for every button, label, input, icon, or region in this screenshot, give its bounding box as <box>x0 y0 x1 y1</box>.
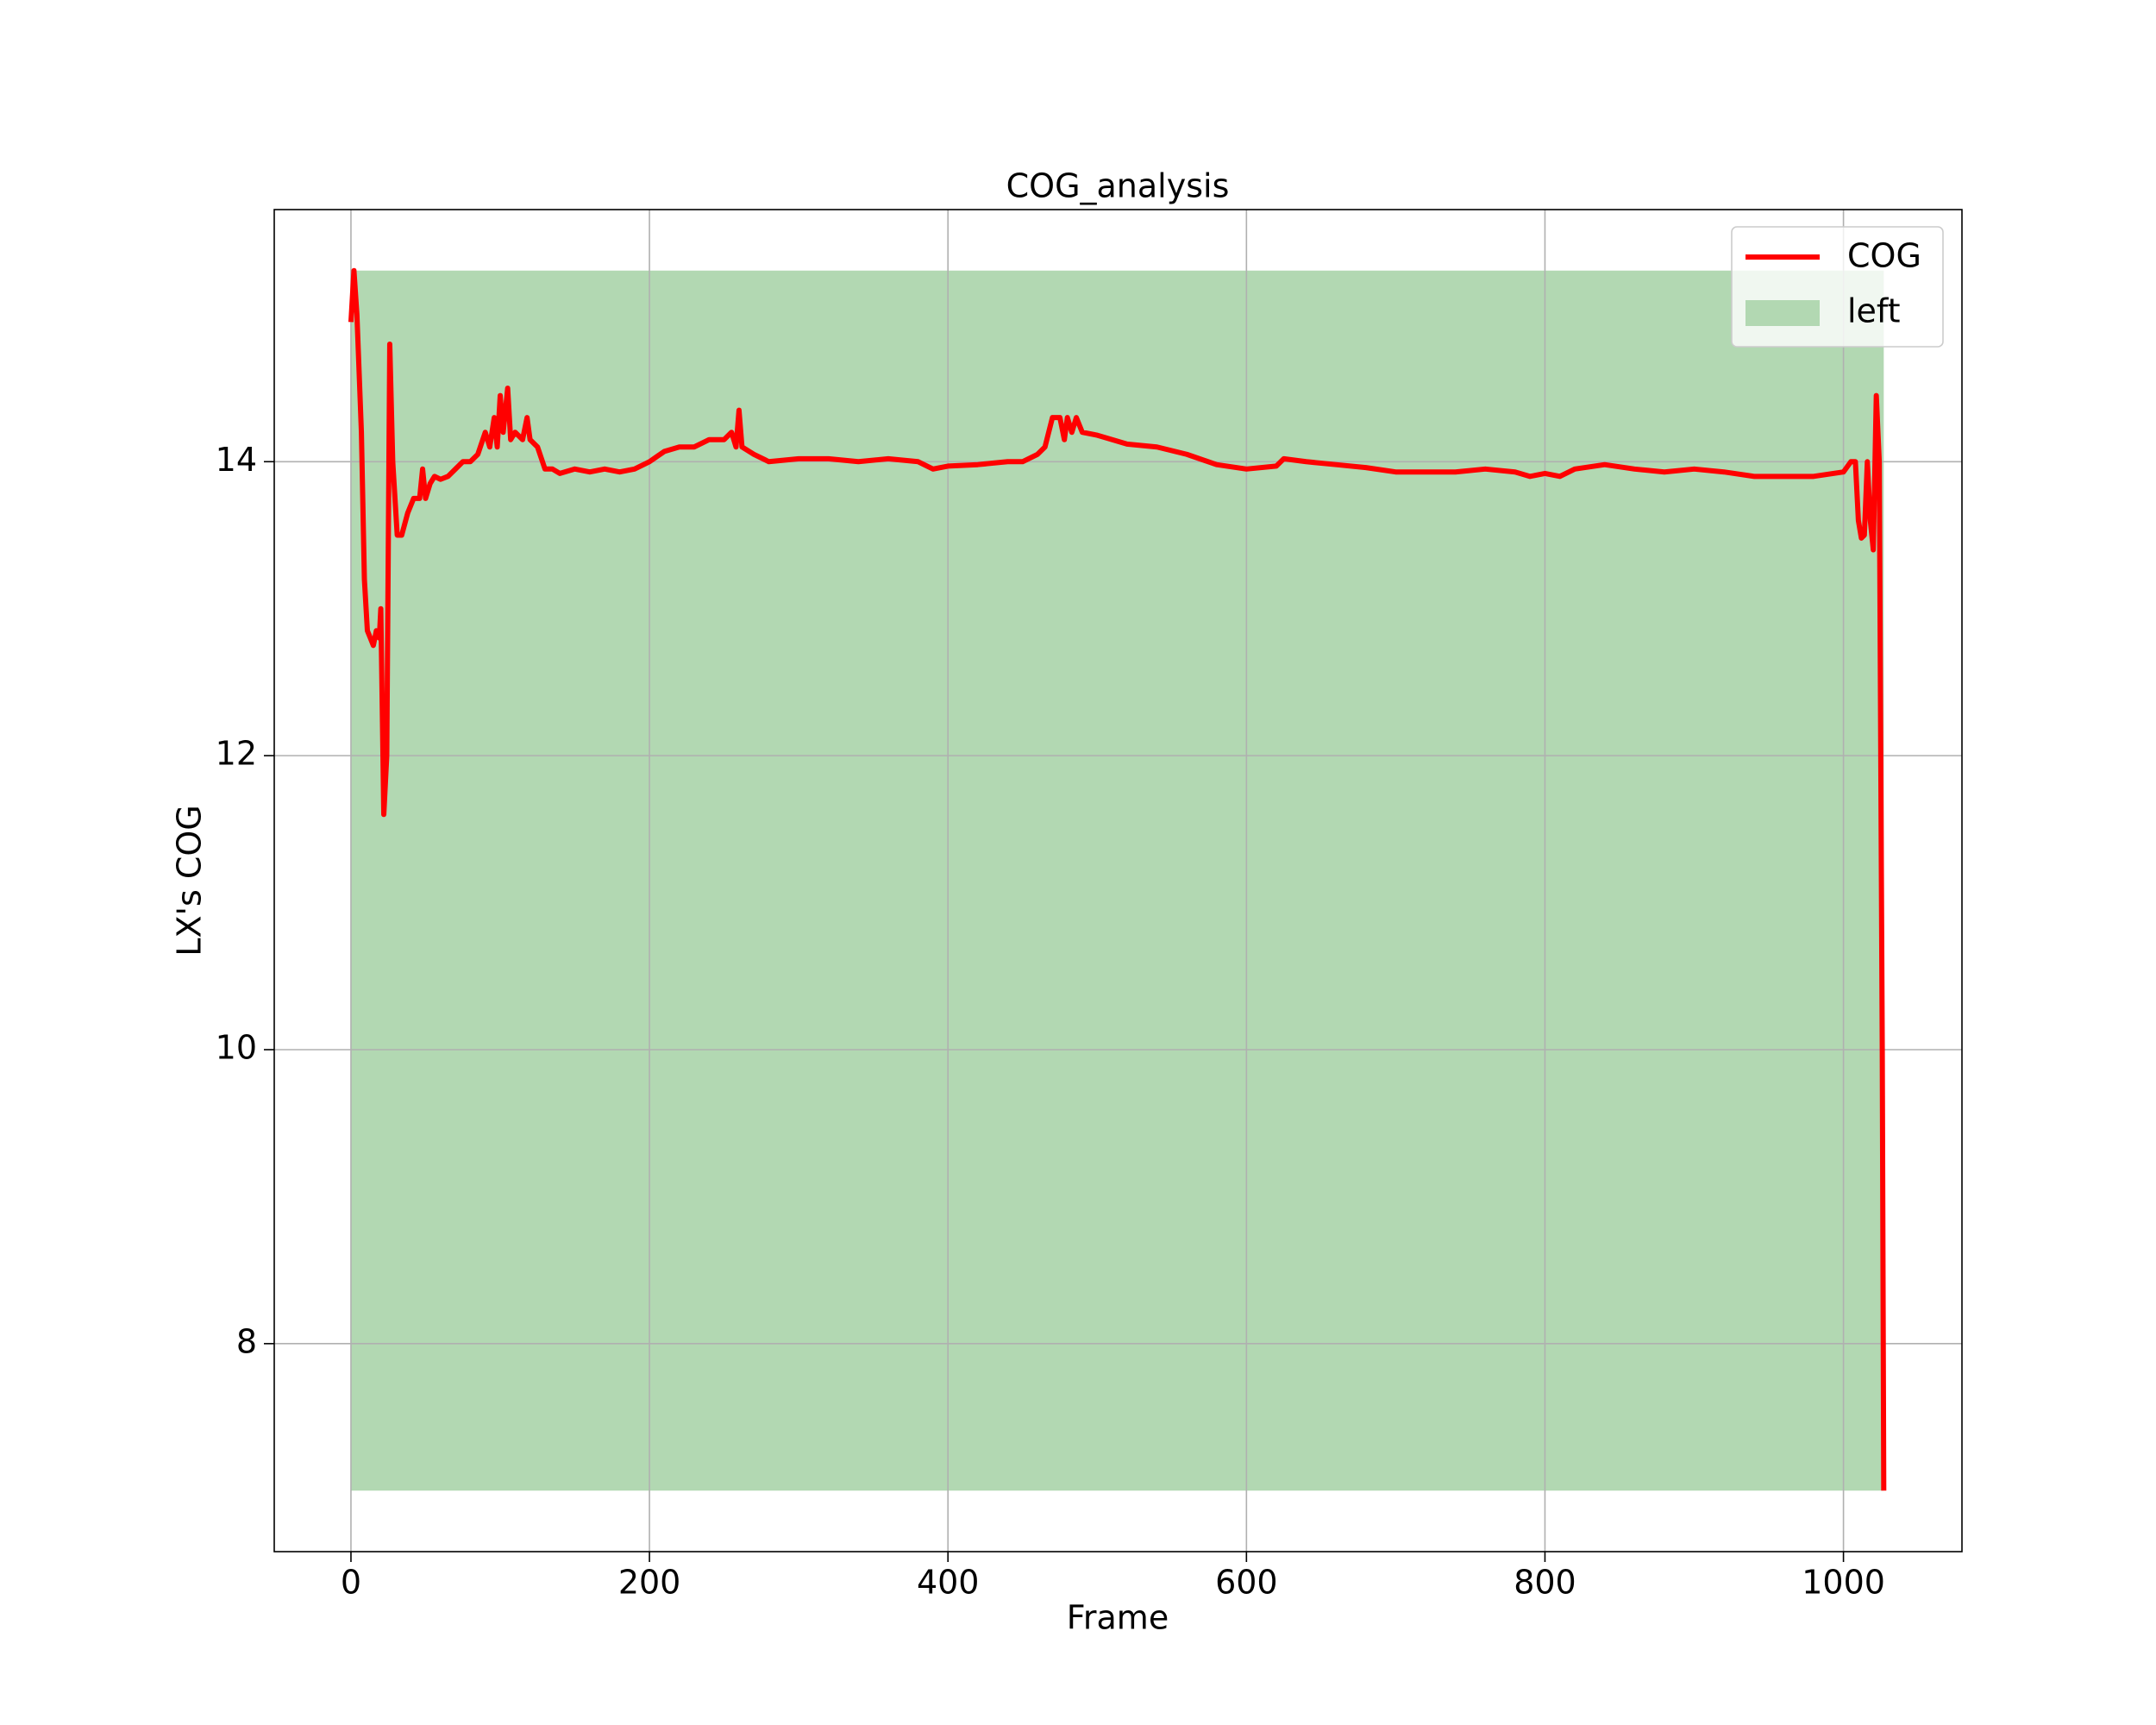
y-tick-label: 12 <box>216 735 257 773</box>
y-tick-label: 10 <box>216 1028 257 1066</box>
legend-label: left <box>1847 292 1901 330</box>
y-tick-label: 8 <box>236 1322 257 1360</box>
legend-label: COG <box>1847 237 1921 275</box>
x-axis-label: Frame <box>1067 1599 1169 1637</box>
x-tick-label: 200 <box>618 1564 681 1602</box>
line <box>348 267 1887 1491</box>
plot-frame <box>273 209 1963 1552</box>
y-axis-label: LX's COG <box>171 805 209 956</box>
chart-title: COG_analysis <box>1006 167 1230 205</box>
y-tick-label: 14 <box>216 441 257 479</box>
legend-swatch <box>1745 300 1820 326</box>
x-tick-label: 1000 <box>1802 1564 1885 1602</box>
x-tick-label: 400 <box>917 1564 980 1602</box>
x-tick-label: 0 <box>341 1564 361 1602</box>
x-tick-label: 600 <box>1215 1564 1278 1602</box>
x-tick-label: 800 <box>1514 1564 1576 1602</box>
fill-region <box>350 270 1884 1491</box>
